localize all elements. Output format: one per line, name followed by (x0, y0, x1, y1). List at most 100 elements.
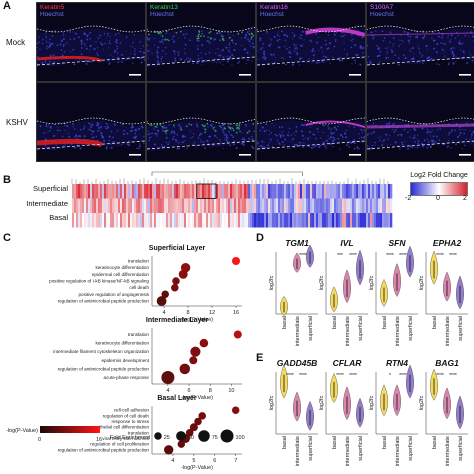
go-chart-title: Basal Layer (157, 395, 197, 402)
x-category-label: superficial (458, 316, 464, 341)
micrograph-kshv-keratin13 (146, 82, 256, 162)
color-legend-bar (40, 426, 100, 433)
micrograph-mock-s100a7: S100A7 Hoechst (366, 2, 474, 82)
x-category-label: intermediate (295, 436, 301, 466)
gene-title: GADD45B (277, 358, 318, 368)
violin-cflar: CFLAR log2fc basal intermediate superficial *… (319, 358, 368, 466)
panel-b-letter: B (3, 174, 11, 186)
stain-label: Keratin16 (260, 4, 288, 11)
significance-right: **** (299, 253, 307, 259)
micrograph-mock-keratin13: Keratin13 Hoechst (146, 2, 256, 82)
tissue-image (257, 25, 365, 76)
go-term-label: regulation of antimicrobial peptide prod… (58, 366, 150, 371)
x-axis-label: -log(P-Value) (181, 395, 213, 401)
x-category-label: basal (332, 316, 338, 329)
significance-right: **** (399, 253, 407, 259)
x-axis-label: -log(P-Value) (181, 465, 213, 471)
stain-label: S100A7 (370, 4, 394, 11)
go-enrichment-plots: Superficial Layer 4 8 12 16 -log(P-Value) tran… (6, 245, 245, 471)
significance-right: **** (299, 373, 307, 379)
y-axis-label: log2fc (319, 395, 325, 410)
gene-title: RTN4 (386, 358, 408, 368)
heatmap-cells (72, 183, 393, 228)
x-tick-label: 4 (166, 388, 169, 394)
gene-title: SFN (389, 238, 407, 248)
go-term-label: translation (128, 259, 150, 264)
go-term-label: regulation of cell proliferation (90, 442, 149, 447)
x-category-label: intermediate (395, 316, 401, 346)
gene-title: TGM1 (285, 238, 309, 248)
x-category-label: intermediate (395, 436, 401, 466)
x-category-label: superficial (408, 436, 414, 461)
size-legend-bubble (220, 429, 234, 443)
color-legend-title: -log(P-Value) (6, 428, 38, 434)
panel-d-letter: D (256, 232, 264, 244)
significance-left: **** (336, 373, 344, 379)
stain-label: Keratin13 (150, 4, 178, 11)
go-term-label: keratinocyte differentiation (95, 265, 149, 270)
x-tick-label: 10 (228, 388, 234, 394)
go-term-label: regulation of antimicrobial peptide prod… (58, 447, 150, 452)
size-legend-bubble (176, 431, 186, 441)
tissue-image (367, 25, 474, 76)
go-term-label: translation (128, 430, 150, 435)
x-category-label: basal (282, 436, 288, 449)
go-bubble (177, 440, 186, 448)
y-axis-label: log2fc (269, 275, 275, 290)
significance-left: *** (337, 253, 343, 259)
x-category-label: superficial (458, 436, 464, 461)
go-bubble (178, 269, 188, 279)
x-category-label: intermediate (345, 316, 351, 346)
x-tick-label: 4 (162, 310, 165, 316)
gene-title: CFLAR (333, 358, 363, 368)
significance-right: **** (349, 373, 357, 379)
gene-title: EPHA2 (433, 238, 462, 248)
go-bubble (189, 423, 198, 432)
micrograph-kshv-s100a7 (366, 82, 474, 162)
counterstain-label: Hoechst (260, 11, 284, 18)
go-bubble (161, 290, 169, 299)
go-term-label: regulation of cell death (103, 413, 150, 418)
go-bubble (198, 412, 206, 420)
go-term-label: positive regulation of I-kB kinase/NF-kB… (49, 279, 149, 284)
violin-bag1: BAG1 log2fc basal intermediate superficial **… (419, 358, 468, 466)
go-bubble (189, 356, 198, 365)
x-category-label: basal (432, 316, 438, 329)
go-bubble (231, 406, 240, 414)
x-category-label: basal (432, 436, 438, 449)
micrograph-mock-keratin16: Keratin16 Hoechst (256, 2, 366, 82)
size-legend-value: 100 (236, 435, 245, 441)
heatmap-legend-title: Log2 Fold Change (410, 172, 468, 179)
x-tick-label: 12 (209, 310, 215, 316)
tissue-image (37, 117, 145, 156)
violin-sfn: SFN log2fc basal intermediate superficial ***… (369, 238, 418, 346)
size-legend-value: 50 (188, 435, 194, 441)
tissue-image (37, 25, 145, 76)
y-axis-label: log2fc (369, 275, 375, 290)
x-category-label: superficial (358, 316, 364, 341)
x-tick-label: 6 (188, 388, 191, 394)
go-term-label: viral entry into host cell (102, 436, 149, 441)
go-term-label: response to stress (111, 419, 149, 424)
color-legend-max: 16 (96, 437, 102, 443)
panel-e-letter: E (256, 352, 264, 364)
heatmap (71, 171, 393, 228)
micrograph-kshv-keratin16 (256, 82, 366, 162)
significance-right: **** (449, 373, 457, 379)
significance-right: **** (349, 253, 357, 259)
x-category-label: intermediate (445, 436, 451, 466)
x-tick-label: 8 (186, 310, 189, 316)
x-category-label: intermediate (295, 316, 301, 346)
go-term-label: translation (128, 332, 150, 337)
stain-label: Keratin5 (40, 4, 65, 11)
heatmap-row-superficial: Superficial (32, 184, 68, 193)
row-label-mock: Mock (6, 38, 26, 47)
significance-right: **** (399, 373, 407, 379)
heatmap-colorbar (410, 182, 468, 196)
tissue-image (147, 25, 255, 76)
go-term-label: epidermis development (102, 358, 150, 363)
go-term-label: keratinocyte differentiation (95, 341, 149, 346)
gene-title: IVL (340, 238, 353, 248)
go-term-label: regulation of antimicrobial peptide prod… (58, 299, 150, 304)
y-axis-label: log2fc (369, 395, 375, 410)
